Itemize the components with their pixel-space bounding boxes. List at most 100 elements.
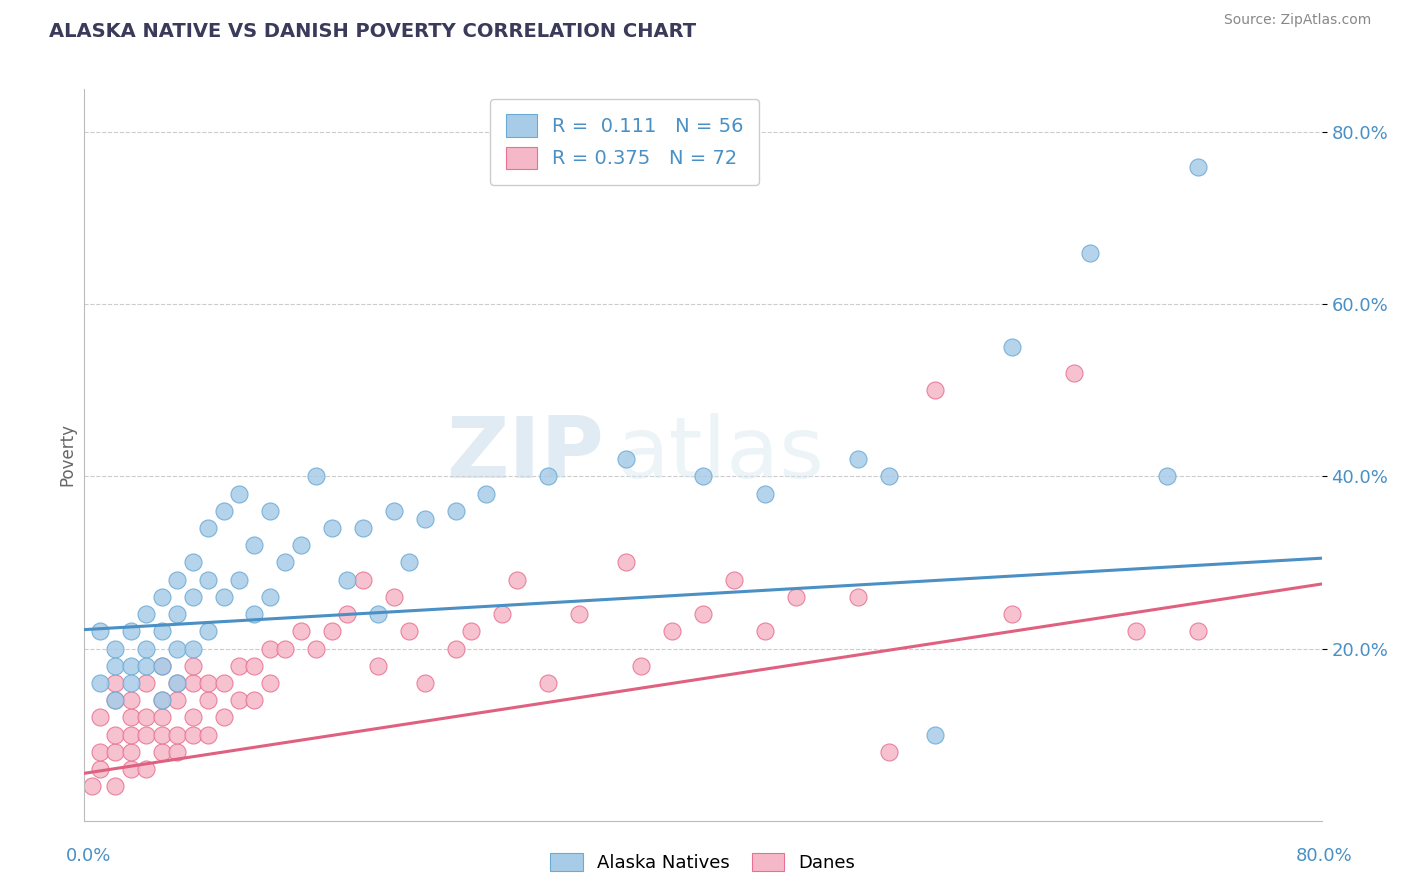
Point (506, 573, 529, 587)
Point (197, 728, 219, 742)
Point (228, 573, 250, 587)
Point (754, 624, 776, 639)
Point (197, 521, 219, 535)
Point (321, 624, 343, 639)
Point (166, 607, 188, 621)
Point (352, 573, 374, 587)
Point (877, 469, 900, 483)
Point (135, 641, 157, 656)
Point (352, 521, 374, 535)
Point (181, 556, 204, 570)
Point (336, 573, 359, 587)
Point (135, 607, 157, 621)
Point (120, 676, 142, 690)
Point (243, 538, 266, 552)
Point (197, 573, 219, 587)
Point (568, 607, 591, 621)
Point (120, 762, 142, 776)
Point (135, 710, 157, 724)
Point (1156, 469, 1178, 483)
Point (104, 779, 127, 793)
Point (321, 521, 343, 535)
Point (243, 658, 266, 673)
Point (120, 693, 142, 707)
Point (537, 676, 560, 690)
Point (228, 486, 250, 500)
Point (1078, 245, 1101, 260)
Point (877, 745, 900, 759)
Point (166, 745, 188, 759)
Point (166, 676, 188, 690)
Point (166, 728, 188, 742)
Point (120, 728, 142, 742)
Point (104, 693, 127, 707)
Point (290, 624, 312, 639)
Point (259, 676, 281, 690)
Point (120, 745, 142, 759)
Point (243, 693, 266, 707)
Point (259, 590, 281, 604)
Point (166, 641, 188, 656)
Point (120, 658, 142, 673)
Point (367, 607, 389, 621)
Point (212, 504, 235, 518)
Point (243, 607, 266, 621)
Point (135, 658, 157, 673)
Point (1001, 607, 1024, 621)
Point (82, 779, 104, 793)
Point (614, 452, 637, 467)
Point (1063, 366, 1085, 380)
Point (228, 658, 250, 673)
Point (475, 486, 498, 500)
Text: atlas: atlas (616, 413, 824, 497)
Text: 0.0%: 0.0% (66, 847, 111, 864)
Point (661, 624, 683, 639)
Point (150, 728, 173, 742)
Point (382, 504, 405, 518)
Point (89, 762, 111, 776)
Point (104, 641, 127, 656)
Point (166, 676, 188, 690)
Point (382, 590, 405, 604)
Point (259, 641, 281, 656)
Point (150, 693, 173, 707)
Text: Source: ZipAtlas.com: Source: ZipAtlas.com (1223, 13, 1371, 28)
Text: 80.0%: 80.0% (1296, 847, 1353, 864)
Point (120, 710, 142, 724)
Point (336, 607, 359, 621)
Legend: R =  0.111   N = 56, R = 0.375   N = 72: R = 0.111 N = 56, R = 0.375 N = 72 (491, 99, 759, 185)
Point (212, 676, 235, 690)
Point (181, 676, 204, 690)
Point (150, 590, 173, 604)
Point (150, 658, 173, 673)
Point (104, 693, 127, 707)
Text: ALASKA NATIVE VS DANISH POVERTY CORRELATION CHART: ALASKA NATIVE VS DANISH POVERTY CORRELAT… (49, 22, 696, 41)
Point (846, 590, 869, 604)
Point (197, 676, 219, 690)
Point (104, 676, 127, 690)
Point (150, 710, 173, 724)
Point (692, 469, 714, 483)
Point (274, 556, 297, 570)
Y-axis label: Poverty: Poverty (58, 424, 76, 486)
Point (181, 658, 204, 673)
Point (166, 573, 188, 587)
Point (150, 658, 173, 673)
Point (413, 512, 436, 526)
Point (614, 556, 637, 570)
Point (104, 658, 127, 673)
Point (212, 710, 235, 724)
Point (89, 745, 111, 759)
Point (1187, 624, 1209, 639)
Point (259, 504, 281, 518)
Point (305, 641, 328, 656)
Point (367, 658, 389, 673)
Point (150, 624, 173, 639)
Point (181, 641, 204, 656)
Point (135, 676, 157, 690)
Point (104, 745, 127, 759)
Point (150, 745, 173, 759)
Point (444, 641, 467, 656)
Point (537, 469, 560, 483)
Point (150, 693, 173, 707)
